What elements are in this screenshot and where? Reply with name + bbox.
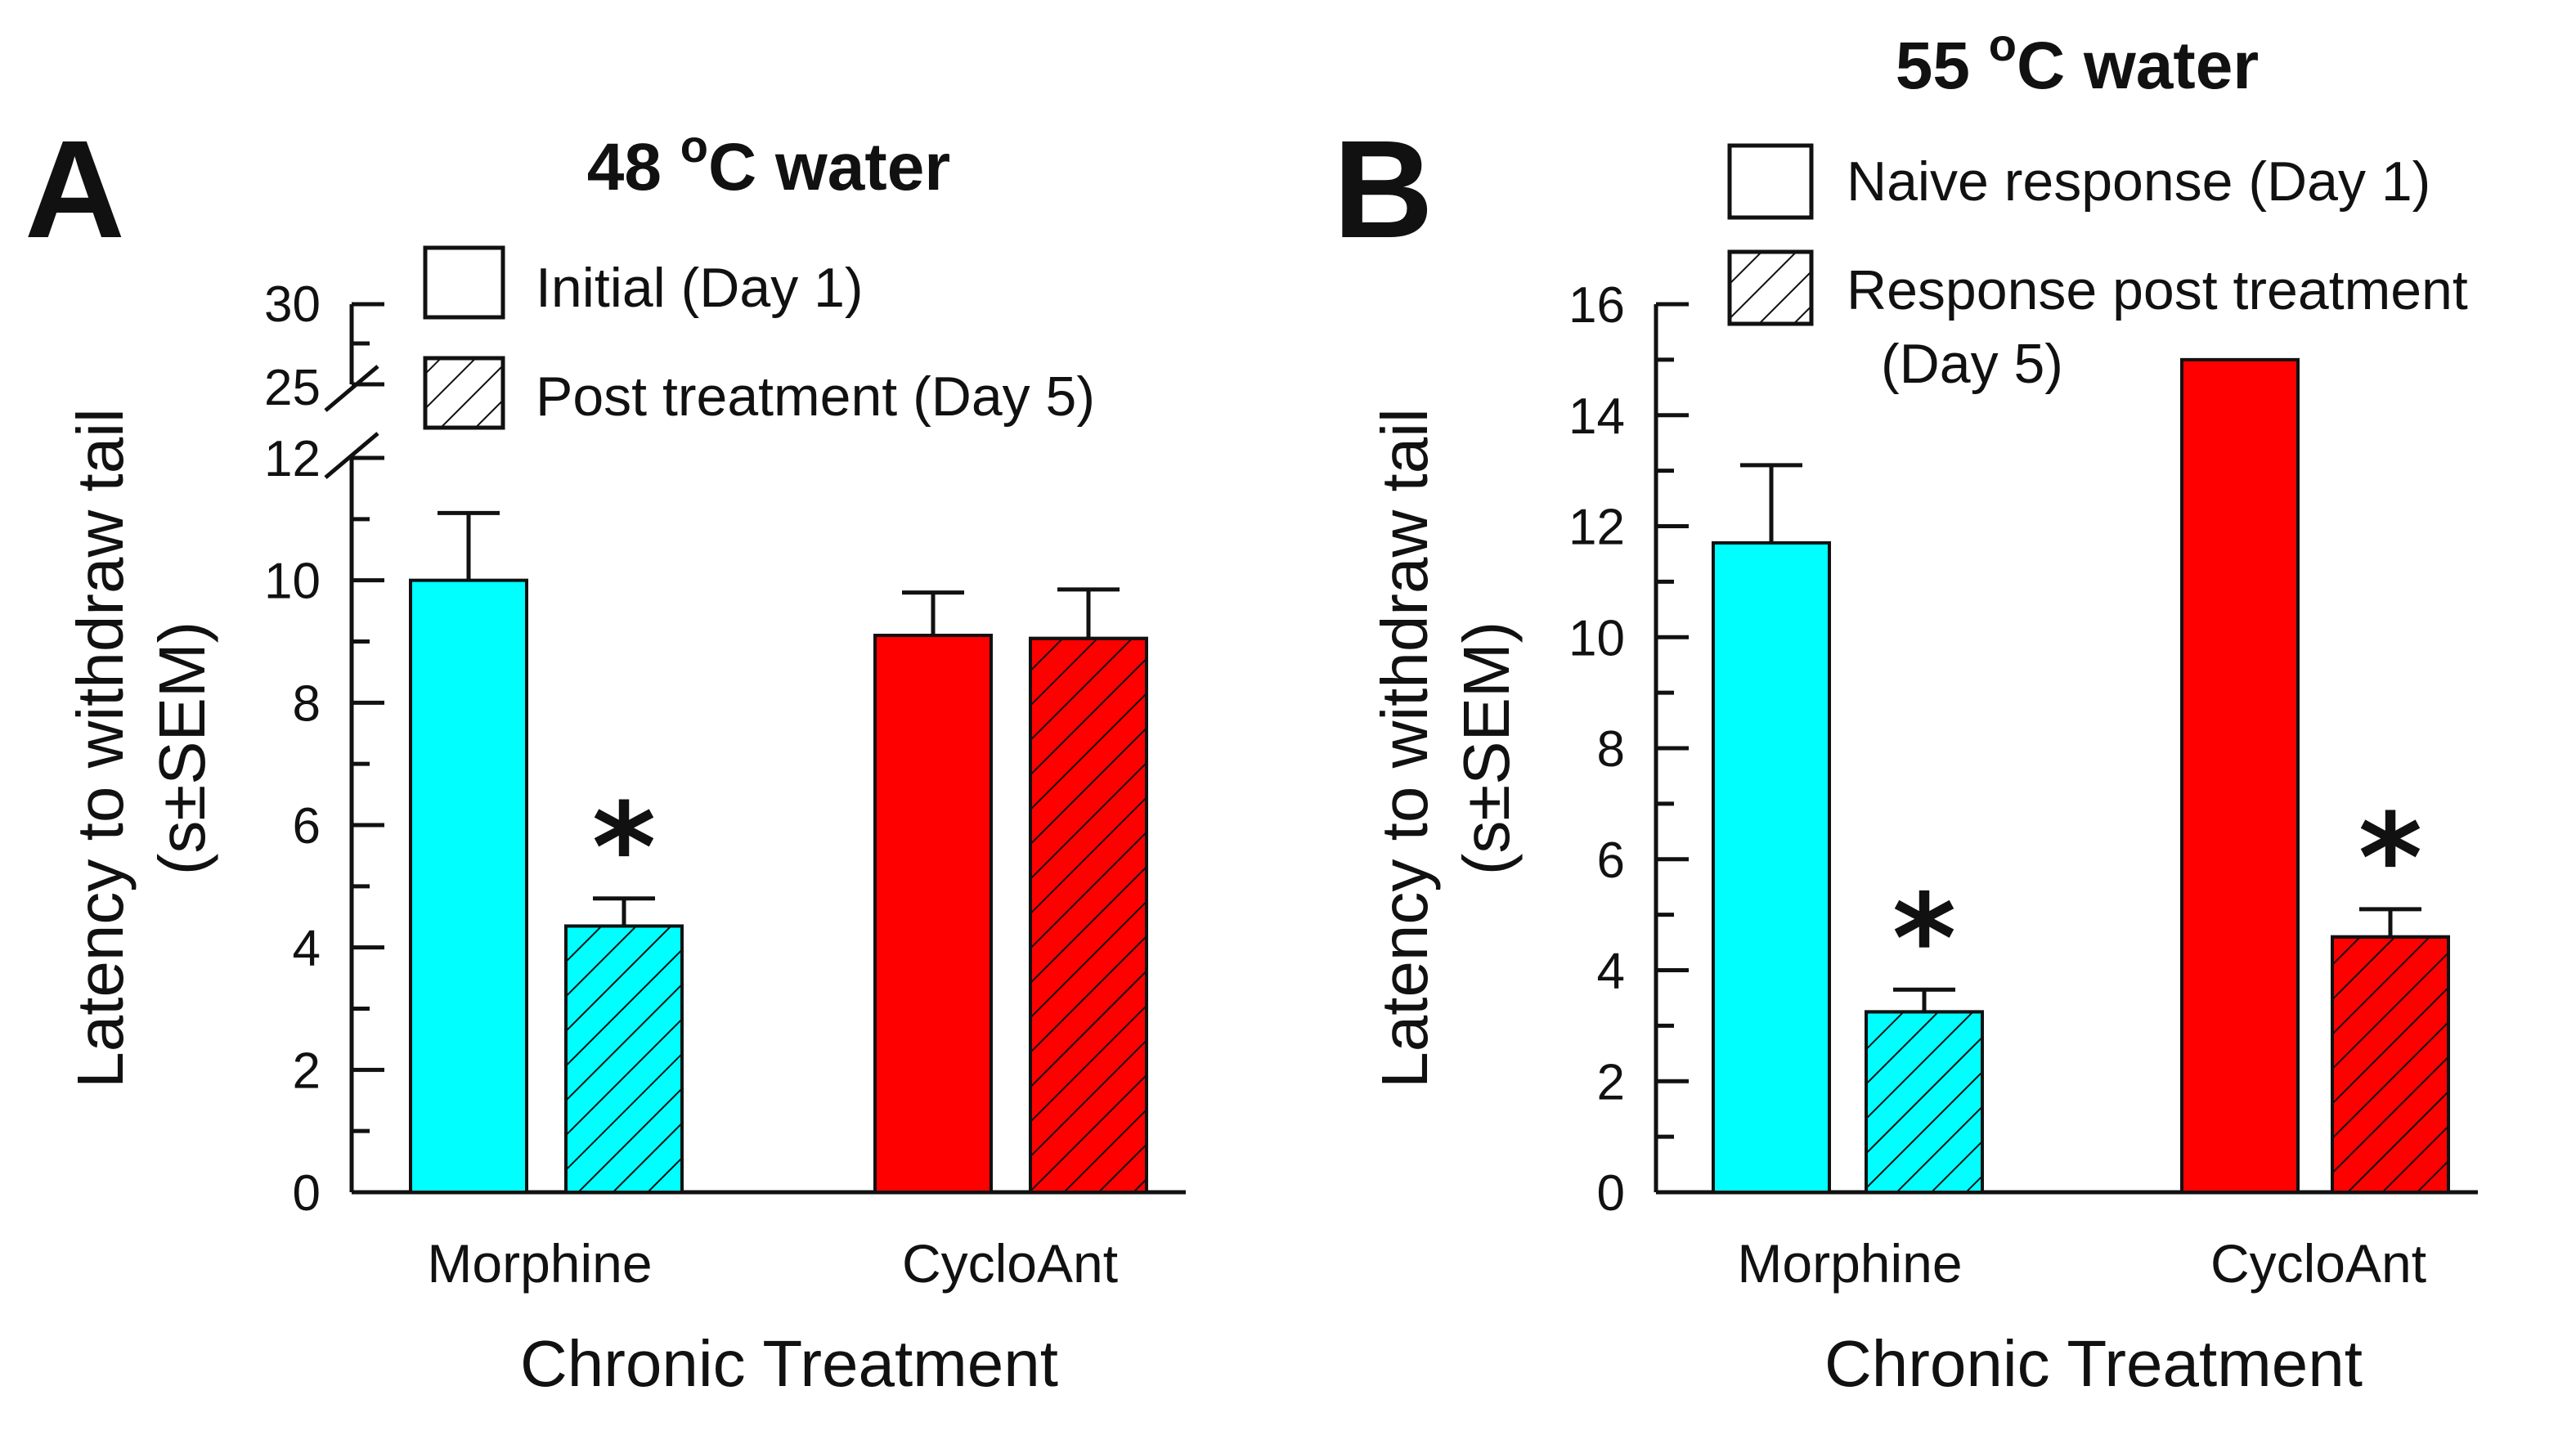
category-label-cycloant-a: CycloAnt [902, 1233, 1118, 1294]
y-tick-label: 10 [264, 554, 321, 610]
panel-letter-a: A [25, 112, 125, 267]
significance-star-morphine: * [592, 778, 656, 920]
bar-hatch-cycloant-day5 [2331, 935, 2450, 1195]
y-tick-label: 2 [293, 1043, 321, 1099]
bars-b: ** [1712, 357, 2450, 1195]
legend-label-initial: Initial (Day 1) [536, 257, 864, 319]
y-tick-label: 6 [1597, 832, 1625, 889]
legend-swatch-naive [1727, 143, 1814, 220]
y-tick-label: 8 [293, 675, 321, 732]
y-tick-label: 4 [1597, 944, 1625, 1000]
bar-hatch-morphine-day5 [1865, 1010, 1984, 1194]
bar-cycloant-day1 [873, 634, 993, 1194]
legend-swatch-post [423, 356, 505, 430]
y-ticks-a: 0 2 4 6 8 10 12 [264, 431, 384, 1222]
significance-star-cycloant: * [2358, 788, 2422, 931]
legend-label-response-post-day: (Day 5) [1881, 333, 2063, 395]
y-tick-label: 12 [264, 431, 321, 487]
legend-swatch-response-post [1727, 249, 1814, 326]
axis-break-top-a [324, 365, 379, 412]
panel-a: A 48 oC water Initial (Day 1) Post treat… [25, 112, 1186, 1400]
axis-break-bottom-a [324, 432, 379, 479]
bar-morphine-day1 [409, 578, 528, 1194]
y-tick-label: 16 [1568, 277, 1625, 334]
category-label-cycloant-b: CycloAnt [2210, 1233, 2426, 1294]
bar-cycloant-day1 [2180, 357, 2300, 1194]
y-tick-label: 8 [1597, 721, 1625, 778]
panel-letter-b: B [1333, 112, 1434, 267]
legend-label-post: Post treatment (Day 5) [536, 366, 1095, 428]
y-tick-label: 10 [1568, 610, 1625, 666]
x-axis-title-a: Chronic Treatment [520, 1327, 1058, 1400]
y-tick-label-25-a: 25 [264, 360, 321, 416]
bar-hatch-cycloant-day5 [1029, 636, 1148, 1194]
bar-hatch-morphine-day5 [564, 924, 684, 1194]
chart-title-b: 55 oC water [1896, 19, 2259, 103]
legend-label-response-post: Response post treatment [1847, 259, 2468, 321]
legend-swatch-initial [423, 245, 505, 320]
bar-morphine-day1 [1712, 541, 1831, 1194]
significance-star-morphine: * [1892, 868, 1956, 1011]
y-tick-label: 4 [293, 921, 321, 977]
y-tick-label: 12 [1568, 500, 1625, 556]
y-tick-label: 2 [1597, 1054, 1625, 1110]
category-label-morphine-b: Morphine [1737, 1233, 1962, 1294]
chart-title-a: 48 oC water [587, 120, 950, 204]
legend-label-naive: Naive response (Day 1) [1847, 150, 2430, 213]
y-tick-label: 0 [1597, 1165, 1625, 1222]
y-tick-label-30-a: 30 [264, 276, 321, 333]
bars-a: * [409, 510, 1148, 1194]
x-axis-title-b: Chronic Treatment [1824, 1327, 2363, 1400]
y-tick-label: 0 [293, 1165, 321, 1222]
y-tick-label: 14 [1568, 388, 1625, 445]
panel-b: B 55 oC water Naive response (Day 1) Res… [1333, 19, 2478, 1400]
y-axis-subtitle-a: (s±SEM) [146, 621, 218, 876]
y-axis-title-b: Latency to withdraw tail [1368, 408, 1441, 1088]
y-tick-label: 6 [293, 798, 321, 855]
y-axis-title-a: Latency to withdraw tail [64, 408, 137, 1088]
y-axis-subtitle-b: (s±SEM) [1450, 621, 1523, 876]
category-label-morphine-a: Morphine [427, 1233, 652, 1294]
y-ticks-b: 0 2 4 6 8 10 12 14 16 [1568, 277, 1689, 1222]
